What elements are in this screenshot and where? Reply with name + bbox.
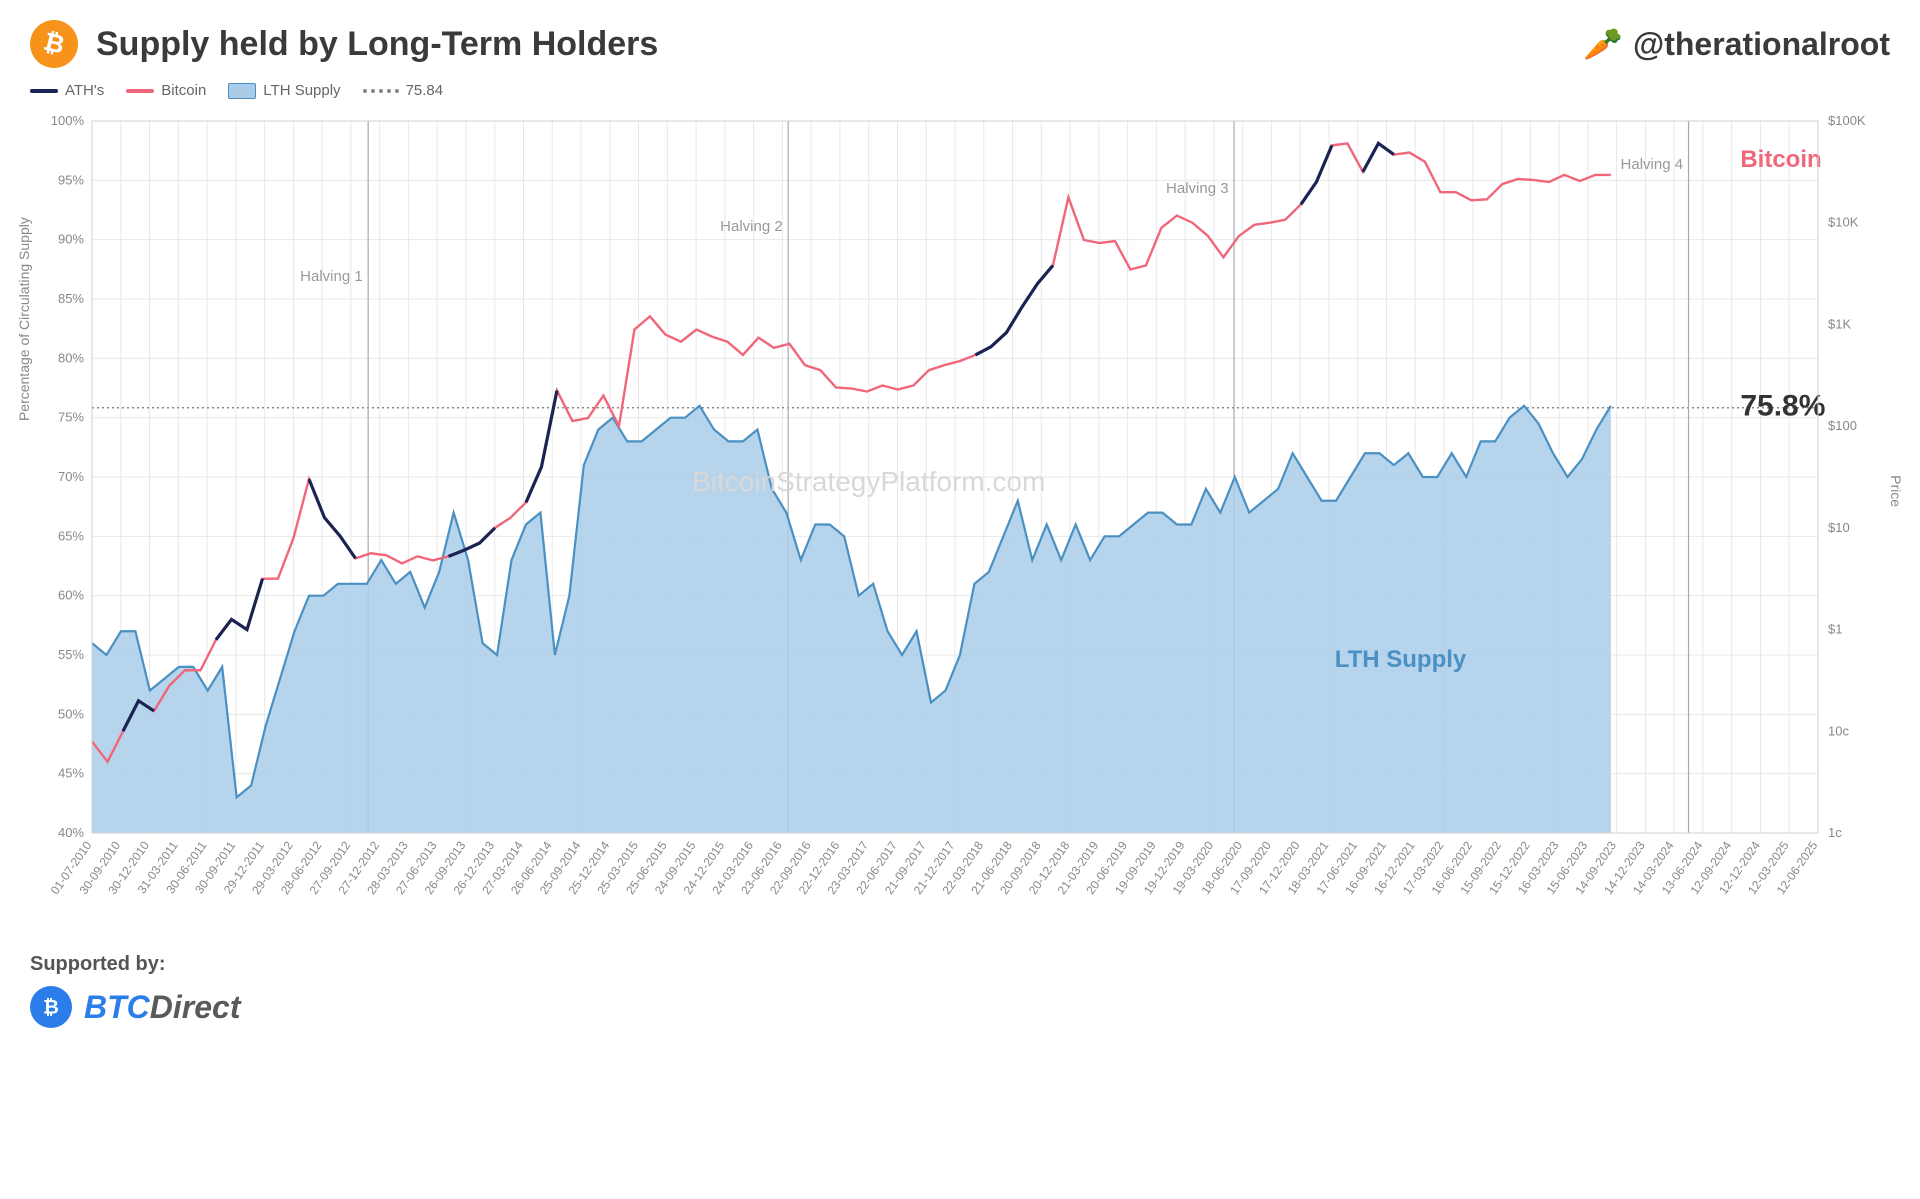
svg-text:LTH Supply: LTH Supply: [1335, 646, 1467, 673]
legend-threshold-label: 75.84: [406, 82, 444, 99]
carrot-icon: 🥕: [1583, 25, 1623, 63]
legend-threshold: 75.84: [363, 82, 444, 99]
svg-text:10c: 10c: [1828, 723, 1849, 738]
legend-bitcoin: Bitcoin: [126, 82, 206, 99]
svg-text:75%: 75%: [58, 410, 84, 425]
chart-svg: 40% 45% 50% 55% 60% 65% 70% 75% 80% 85% 90% 95% 100%…: [30, 113, 1890, 933]
svg-text:75.8%: 75.8%: [1740, 390, 1825, 423]
svg-text:Bitcoin: Bitcoin: [1740, 146, 1821, 173]
svg-text:$10: $10: [1828, 520, 1850, 535]
svg-text:40%: 40%: [58, 825, 84, 840]
svg-text:100%: 100%: [51, 113, 85, 128]
chart-title: Supply held by Long-Term Holders: [96, 25, 1583, 64]
svg-text:Halving 4: Halving 4: [1621, 156, 1684, 173]
supported-by-label: Supported by:: [30, 953, 1890, 976]
svg-text:$10K: $10K: [1828, 215, 1859, 230]
svg-text:1c: 1c: [1828, 825, 1842, 840]
legend-lth-label: LTH Supply: [263, 82, 340, 99]
svg-text:₿: ₿: [43, 997, 59, 1019]
svg-text:45%: 45%: [58, 766, 84, 781]
svg-text:80%: 80%: [58, 350, 84, 365]
svg-text:65%: 65%: [58, 528, 84, 543]
bitcoin-logo-icon: ₿: [30, 20, 78, 68]
legend-lth: LTH Supply: [228, 82, 340, 99]
legend-ath: ATH's: [30, 82, 104, 99]
svg-text:Halving 2: Halving 2: [720, 218, 783, 235]
btcdirect-icon: ₿: [30, 986, 72, 1028]
y-right-axis-label: Price: [1888, 475, 1904, 507]
svg-text:$100K: $100K: [1828, 113, 1866, 128]
svg-text:55%: 55%: [58, 647, 84, 662]
chart-container: Percentage of Circulating Supply Price 4…: [30, 113, 1890, 933]
author-handle: 🥕 @therationalroot: [1583, 25, 1890, 63]
legend: ATH's Bitcoin LTH Supply 75.84: [0, 78, 1920, 113]
sponsor-name: BTCDirect: [84, 989, 240, 1026]
legend-ath-label: ATH's: [65, 82, 104, 99]
y-left-axis-label: Percentage of Circulating Supply: [16, 217, 32, 421]
svg-text:95%: 95%: [58, 172, 84, 187]
svg-text:Halving 3: Halving 3: [1166, 180, 1229, 197]
chart-header: ₿ Supply held by Long-Term Holders 🥕 @th…: [0, 0, 1920, 78]
svg-text:$1: $1: [1828, 622, 1842, 637]
legend-bitcoin-label: Bitcoin: [161, 82, 206, 99]
svg-text:Halving 1: Halving 1: [300, 268, 363, 285]
sponsor-logo: ₿ BTCDirect: [30, 986, 1890, 1028]
svg-text:₿: ₿: [41, 29, 68, 59]
svg-text:$1K: $1K: [1828, 316, 1851, 331]
svg-text:60%: 60%: [58, 588, 84, 603]
handle-text: @therationalroot: [1633, 26, 1890, 63]
footer: Supported by: ₿ BTCDirect: [0, 933, 1920, 1048]
svg-text:$100: $100: [1828, 418, 1857, 433]
svg-text:BitcoinStrategyPlatform.com: BitcoinStrategyPlatform.com: [692, 466, 1045, 497]
svg-text:85%: 85%: [58, 291, 84, 306]
svg-text:50%: 50%: [58, 706, 84, 721]
svg-text:70%: 70%: [58, 469, 84, 484]
svg-text:90%: 90%: [58, 232, 84, 247]
